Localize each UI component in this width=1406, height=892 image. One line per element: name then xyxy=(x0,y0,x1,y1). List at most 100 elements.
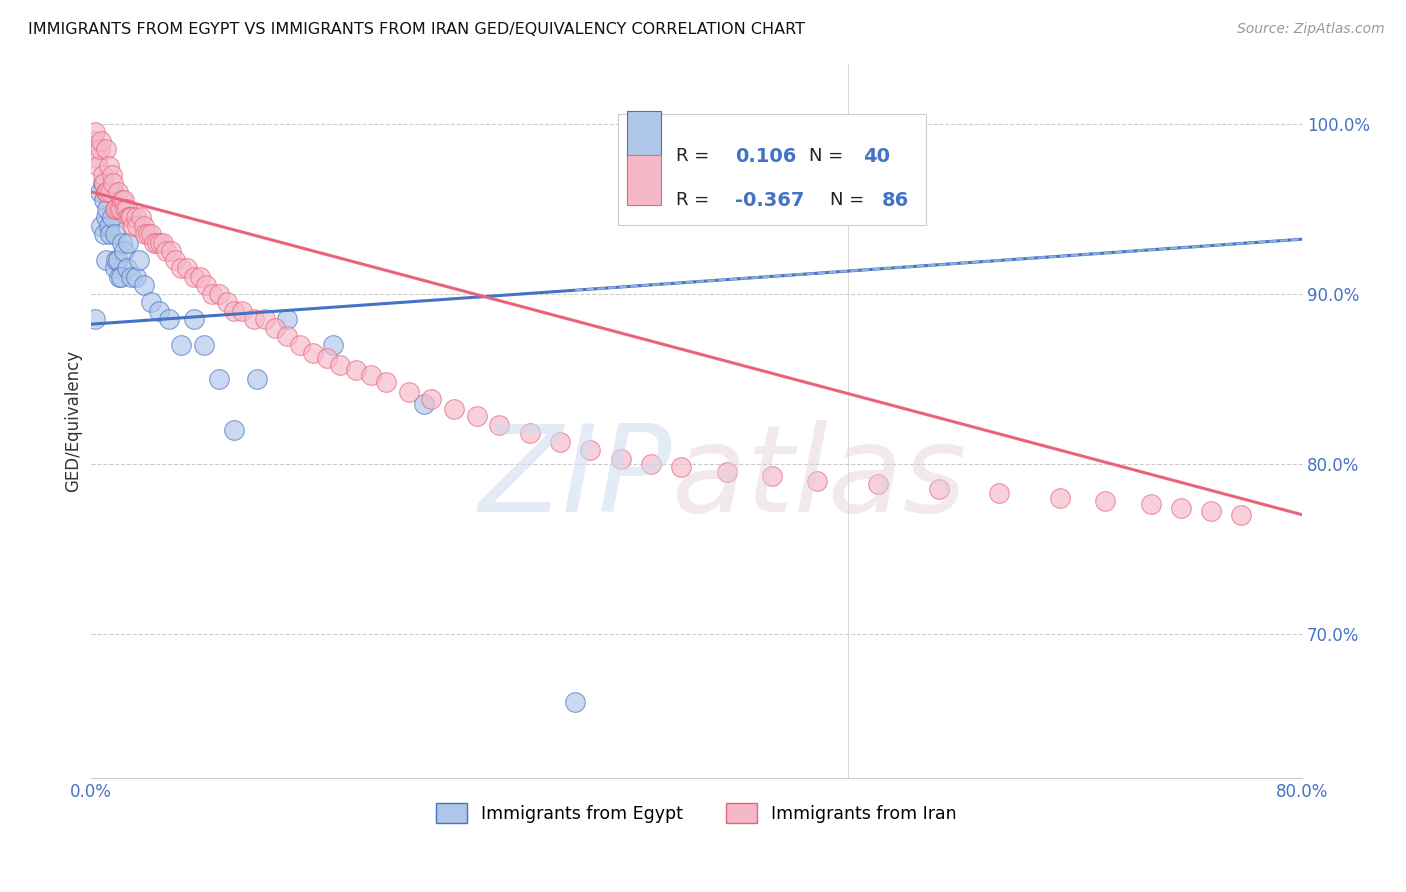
Point xyxy=(264,320,287,334)
Point xyxy=(224,423,246,437)
Point xyxy=(96,185,118,199)
Point xyxy=(125,269,148,284)
Point xyxy=(412,397,434,411)
Text: N =: N = xyxy=(808,147,849,165)
Point xyxy=(84,312,107,326)
Point xyxy=(98,185,121,199)
Point xyxy=(322,337,344,351)
Text: IMMIGRANTS FROM EGYPT VS IMMIGRANTS FROM IRAN GED/EQUIVALENCY CORRELATION CHART: IMMIGRANTS FROM EGYPT VS IMMIGRANTS FROM… xyxy=(28,22,806,37)
Point xyxy=(115,261,138,276)
Text: -0.367: -0.367 xyxy=(735,191,804,210)
FancyBboxPatch shape xyxy=(627,111,661,161)
Point xyxy=(928,482,950,496)
Text: 40: 40 xyxy=(863,146,890,166)
Point xyxy=(94,142,117,156)
Point xyxy=(420,392,443,406)
Point xyxy=(129,210,152,224)
Point xyxy=(90,219,112,233)
Point xyxy=(157,312,180,326)
Point xyxy=(165,252,187,267)
Point xyxy=(87,159,110,173)
Point xyxy=(276,329,298,343)
Y-axis label: GED/Equivalency: GED/Equivalency xyxy=(65,350,82,492)
Text: ZIP: ZIP xyxy=(478,420,672,537)
Point xyxy=(465,409,488,423)
Point xyxy=(170,337,193,351)
Point xyxy=(117,210,139,224)
Point xyxy=(329,358,352,372)
Point xyxy=(120,210,142,224)
Point xyxy=(149,235,172,250)
Text: 0.106: 0.106 xyxy=(735,146,796,166)
Text: N =: N = xyxy=(830,192,869,210)
Legend: Immigrants from Egypt, Immigrants from Iran: Immigrants from Egypt, Immigrants from I… xyxy=(429,797,965,830)
Point xyxy=(100,210,122,224)
Point xyxy=(243,312,266,326)
Point xyxy=(86,151,108,165)
Point xyxy=(97,219,120,233)
Point xyxy=(89,185,111,199)
Point xyxy=(93,227,115,241)
Point xyxy=(110,202,132,216)
Point xyxy=(152,235,174,250)
Point xyxy=(128,252,150,267)
Point xyxy=(103,185,125,199)
Point xyxy=(548,434,571,449)
Point xyxy=(94,210,117,224)
Point xyxy=(105,252,128,267)
Point xyxy=(344,363,367,377)
Point xyxy=(155,244,177,259)
Point xyxy=(104,261,127,276)
Point xyxy=(1170,500,1192,515)
Point xyxy=(90,134,112,148)
Point xyxy=(107,252,129,267)
Point xyxy=(669,460,692,475)
Point xyxy=(1049,491,1071,505)
Point xyxy=(716,465,738,479)
Point xyxy=(139,227,162,241)
Point xyxy=(146,235,169,250)
Point xyxy=(183,269,205,284)
Point xyxy=(640,457,662,471)
Point xyxy=(1199,504,1222,518)
Point xyxy=(183,312,205,326)
Point xyxy=(112,193,135,207)
Text: atlas: atlas xyxy=(672,420,967,537)
Point xyxy=(488,417,510,432)
Point xyxy=(579,443,602,458)
Point xyxy=(176,261,198,276)
Point xyxy=(103,176,125,190)
Point xyxy=(761,468,783,483)
Point xyxy=(111,193,134,207)
Point xyxy=(94,252,117,267)
Point xyxy=(609,451,631,466)
Point xyxy=(208,286,231,301)
Point xyxy=(564,695,586,709)
Point xyxy=(105,202,128,216)
Point xyxy=(224,303,246,318)
FancyBboxPatch shape xyxy=(627,155,661,205)
Point xyxy=(84,125,107,139)
Point xyxy=(111,235,134,250)
Point xyxy=(94,185,117,199)
Text: R =: R = xyxy=(676,147,714,165)
Point xyxy=(302,346,325,360)
Point xyxy=(988,485,1011,500)
Point xyxy=(112,244,135,259)
Point xyxy=(315,351,337,366)
Point xyxy=(360,368,382,383)
Point xyxy=(122,219,145,233)
Point xyxy=(143,235,166,250)
Point xyxy=(193,337,215,351)
Point xyxy=(114,202,136,216)
Point xyxy=(148,303,170,318)
Point xyxy=(93,176,115,190)
Point xyxy=(519,425,541,440)
Point xyxy=(108,269,131,284)
Point xyxy=(231,303,253,318)
Point xyxy=(110,269,132,284)
Point xyxy=(107,185,129,199)
Point xyxy=(136,227,159,241)
Point xyxy=(159,244,181,259)
Point xyxy=(98,227,121,241)
